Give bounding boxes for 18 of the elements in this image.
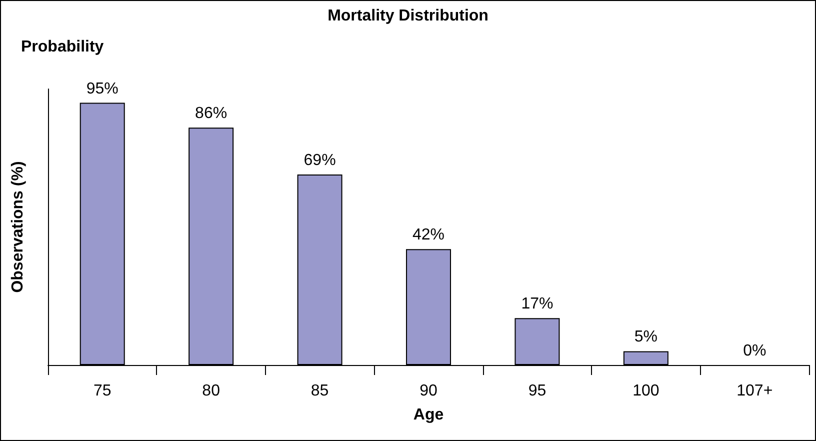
chart-title: Mortality Distribution [328,8,488,24]
x-tick-label: 95 [528,382,546,400]
x-tick-label: 107+ [736,382,773,400]
data-label: 42% [412,226,445,244]
y-axis-title: Observations (%) [10,161,26,293]
data-label: 5% [634,328,658,346]
x-tick-label: 75 [93,382,112,400]
x-tick-label: 100 [632,382,660,400]
data-label: 0% [743,342,766,360]
data-label: 86% [195,105,228,122]
x-axis-title: Age [413,406,444,424]
data-label: 17% [521,296,554,313]
x-tick-label: 80 [202,382,220,400]
x-tick-label: 90 [420,382,438,400]
text: Probability [21,38,104,56]
data-label: 95% [86,80,118,98]
data-label: 69% [304,152,336,170]
x-tick-label: 85 [310,382,329,400]
